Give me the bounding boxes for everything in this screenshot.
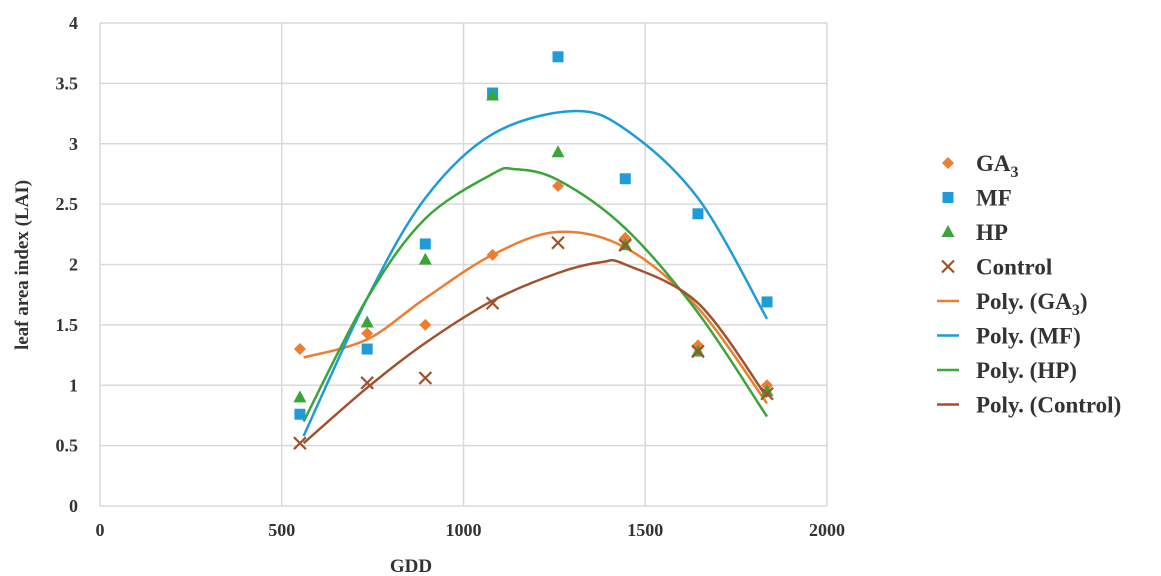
legend-label-mf: MF (976, 186, 1012, 211)
data-points (293, 51, 774, 450)
control-point (360, 376, 374, 390)
y-tick-label: 4 (69, 13, 78, 33)
y-tick-label: 1 (69, 375, 78, 395)
y-tick-label: 3.5 (56, 73, 79, 93)
legend: GA3 MF HP Control Poly. (GA3) Poly. (MF) Poly.… (937, 151, 1121, 418)
ga-point (486, 248, 499, 261)
control-point (293, 436, 307, 450)
control-point (691, 344, 705, 359)
legend-label-ga: GA3 (976, 151, 1019, 181)
ga-point (552, 180, 565, 193)
legend-marker-hp (941, 225, 955, 237)
legend-label-poly-ga: Poly. (GA3) (976, 289, 1088, 319)
hp-point (551, 145, 565, 158)
y-tick-label: 0 (69, 496, 78, 516)
x-tick-label: 500 (268, 520, 295, 540)
grid-lines (99, 22, 828, 507)
mf-point (361, 343, 373, 355)
trendline-poly-ga (303, 230, 769, 405)
y-tick-label: 0.5 (56, 436, 79, 456)
x-tick-label: 0 (96, 520, 105, 540)
control-point (760, 386, 774, 401)
y-tick-label: 3 (69, 134, 78, 154)
legend-marker-mf (942, 192, 954, 203)
control-point (418, 371, 433, 385)
x-tick-label: 2000 (809, 520, 845, 540)
mf-point (692, 208, 704, 220)
y-axis-title: leaf area index (LAI) (12, 180, 33, 350)
trendline-poly-hp (302, 166, 769, 423)
y-tick-labels: 0 0.5 1 1.5 2 2.5 3 3.5 4 (56, 13, 79, 516)
legend-marker-ga (942, 157, 954, 169)
legend-label-poly-hp: Poly. (HP) (976, 358, 1077, 383)
ga-point (361, 327, 374, 340)
x-axis-title: GDD (390, 556, 432, 576)
legend-label-hp: HP (976, 220, 1008, 245)
x-tick-label: 1000 (446, 520, 482, 540)
mf-point (294, 408, 306, 420)
y-tick-label: 1.5 (56, 315, 79, 335)
x-tick-label: 1500 (627, 520, 663, 540)
mf-point (552, 51, 564, 63)
control-point (485, 296, 500, 310)
hp-point (760, 384, 774, 397)
legend-marker-control (941, 259, 955, 274)
legend-label-poly-control: Poly. (Control) (976, 393, 1121, 418)
hp-point (418, 252, 432, 265)
legend-label-poly-mf: Poly. (MF) (976, 324, 1081, 349)
ga-point (419, 318, 432, 331)
mf-point (619, 173, 631, 185)
x-tick-labels: 0 500 1000 1500 2000 (96, 520, 846, 540)
y-tick-label: 2 (69, 255, 78, 275)
hp-point (293, 390, 307, 403)
ga-point (293, 343, 306, 356)
control-point (618, 238, 633, 252)
legend-label-control: Control (976, 255, 1052, 280)
hp-point (486, 88, 500, 101)
trendlines (302, 109, 769, 445)
trendline-poly-control (302, 258, 769, 445)
hp-point (360, 315, 374, 328)
y-tick-label: 2.5 (56, 194, 79, 214)
control-point (551, 235, 565, 250)
mf-point (761, 296, 773, 308)
mf-point (419, 238, 431, 250)
